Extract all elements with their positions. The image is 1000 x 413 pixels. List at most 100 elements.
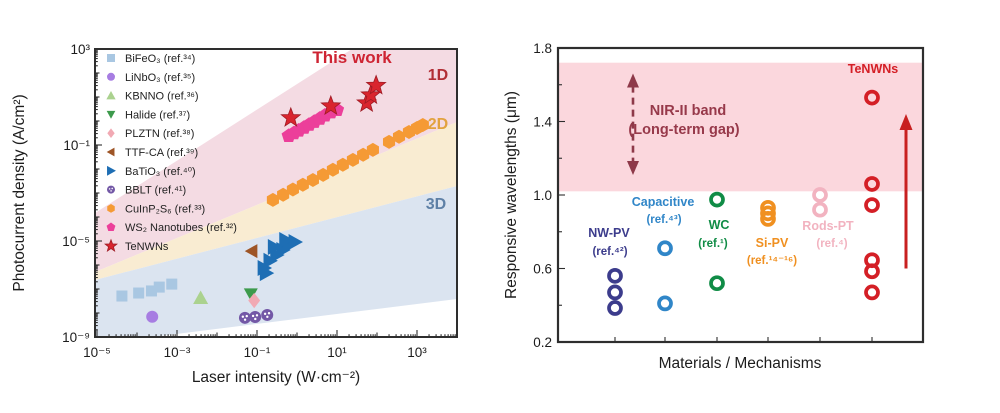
x-tick-label: 10⁻¹ xyxy=(244,345,271,360)
marker-dot xyxy=(254,317,257,321)
cuinps-point xyxy=(416,118,429,133)
legend-label-ttfca: TTF-CA (ref.³⁹) xyxy=(125,147,198,159)
band-label-2d: 2D xyxy=(428,116,448,133)
legend-item-plztn: PLZTN (ref.³⁸) xyxy=(107,128,194,140)
cuinps-point xyxy=(326,162,339,177)
x-tick-label: 10⁻³ xyxy=(164,345,191,360)
x-axis-label: Laser intensity (W·cm⁻²) xyxy=(192,369,360,386)
tenwns-point xyxy=(360,83,382,105)
bifeo3-point xyxy=(153,281,165,293)
this-work-label: This work xyxy=(312,48,392,67)
halide-point xyxy=(243,288,258,301)
bifeo3-legend-marker xyxy=(107,54,115,62)
marker-dot xyxy=(251,314,255,318)
bifeo3-point xyxy=(145,285,157,297)
legend-label-bblt: BBLT (ref.⁴¹) xyxy=(125,185,186,197)
marker-dot xyxy=(267,312,271,315)
ttfca-legend-marker xyxy=(106,147,115,157)
capacitive-point xyxy=(657,240,673,257)
legend-item-bifeo3: BiFeO₃ (ref.³⁴) xyxy=(107,53,195,65)
plztn-point xyxy=(248,292,261,309)
batio3-legend-marker xyxy=(107,165,116,176)
legend-label-batio3: BaTiO₃ (ref.⁴⁰) xyxy=(125,166,196,178)
x-axis-label: Materials / Mechanisms xyxy=(659,355,822,372)
nwpv-point xyxy=(607,267,623,284)
y-tick-label: 10³ xyxy=(70,42,90,57)
wc-point xyxy=(709,275,725,292)
series-ref-sipv: (ref.¹⁴⁻¹⁶) xyxy=(747,255,797,267)
sipv-point xyxy=(760,211,776,227)
kbnno-point xyxy=(193,290,209,305)
marker-dot xyxy=(245,314,248,318)
nwpv-point xyxy=(607,300,623,316)
linbo3-point xyxy=(146,310,159,323)
series-halide xyxy=(243,288,258,301)
y-tick-label: 0.2 xyxy=(533,335,552,350)
nir-band xyxy=(559,62,922,192)
nir-band-label-line2: (Long-term gap) xyxy=(628,122,739,138)
y-tick-label: 10⁻⁹ xyxy=(62,330,90,345)
series-rodspt xyxy=(812,187,828,218)
halide-legend-marker xyxy=(106,110,116,119)
y-axis-label: Photocurrent density (A/cm²) xyxy=(11,94,28,291)
series-label-capacitive: Capacitive xyxy=(632,195,695,209)
ttfca-point xyxy=(244,244,258,259)
marker-dot xyxy=(266,315,269,319)
legend-item-ttfca: TTF-CA (ref.³⁹) xyxy=(106,147,198,159)
series-tenwns2 xyxy=(864,89,880,301)
legend-item-bblt: BBLT (ref.⁴¹) xyxy=(107,185,186,197)
nir-band-label-line1: NIR-II band xyxy=(650,103,727,119)
nwpv-point xyxy=(607,284,623,301)
bblt-legend-marker xyxy=(107,185,115,194)
series-bblt xyxy=(238,308,274,324)
batio3-point xyxy=(279,232,294,249)
marker-dot xyxy=(255,314,259,317)
legend-item-kbnno: KBNNO (ref.³⁶) xyxy=(106,90,199,103)
series-capacitive xyxy=(657,240,673,312)
rodspt-point xyxy=(812,187,828,203)
y-tick-label: 1.8 xyxy=(533,41,552,56)
x-tick-label: 10³ xyxy=(407,345,427,360)
series-batio3 xyxy=(257,232,303,282)
x-tick-label: 10¹ xyxy=(327,345,347,360)
series-tenwns xyxy=(280,74,387,127)
tenwns2-point xyxy=(864,176,880,192)
cuinps-point xyxy=(357,147,370,162)
legend-label-plztn: PLZTN (ref.³⁸) xyxy=(125,128,194,140)
series-ref-rodspt: (ref.⁴) xyxy=(816,238,847,250)
cuinps-point xyxy=(317,167,330,182)
bifeo3-point xyxy=(133,287,145,299)
bifeo3-point xyxy=(166,278,178,290)
legend-label-linbo3: LiNbO₃ (ref.³⁵) xyxy=(125,72,195,84)
series-ttfca xyxy=(244,244,258,259)
y-tick-label: 1.0 xyxy=(533,188,552,203)
plot-frame xyxy=(94,48,458,338)
cuinps-point xyxy=(366,142,379,157)
series-ref-wc: (ref.¹) xyxy=(698,238,728,250)
bblt-point xyxy=(261,308,274,321)
legend-item-linbo3: LiNbO₃ (ref.³⁵) xyxy=(107,72,195,84)
band-label-3d: 3D xyxy=(426,196,446,213)
tenwns2-point xyxy=(864,263,880,280)
plot-frame xyxy=(556,46,925,344)
marker-dot xyxy=(111,187,113,190)
cuinps-point xyxy=(306,172,319,187)
nir-range-arrow xyxy=(627,73,639,175)
batio3-point xyxy=(259,265,275,282)
bblt-point xyxy=(238,311,251,324)
cuinps-point xyxy=(392,129,406,144)
tenwns-point xyxy=(280,106,302,127)
rodspt-point xyxy=(812,201,828,218)
cuinps-point xyxy=(296,177,309,192)
legend-label-tenwns: TeNWNs xyxy=(125,241,169,253)
legend-item-ws2: WS₂ Nanotubes (ref.³²) xyxy=(106,222,237,234)
legend-item-tenwns: TeNWNs xyxy=(104,238,169,253)
kbnno-legend-marker xyxy=(106,90,116,100)
series-kbnno xyxy=(193,290,209,305)
series-label-nwpv: NW-PV xyxy=(588,226,630,240)
marker-dot xyxy=(108,188,111,190)
series-cuinps xyxy=(266,118,429,207)
y-tick-label: 0.6 xyxy=(533,262,552,277)
